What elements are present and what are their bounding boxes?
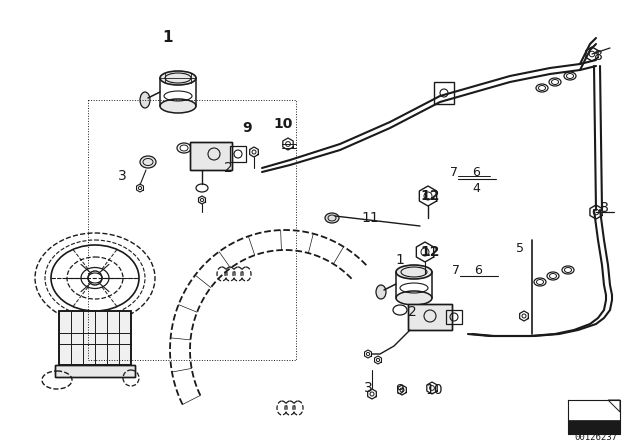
Bar (190, 142, 232, 170)
Text: 1: 1 (396, 253, 404, 267)
Bar (568, 420, 620, 434)
Ellipse shape (160, 99, 196, 113)
Ellipse shape (160, 71, 196, 85)
Bar (230, 146, 246, 162)
Text: 8: 8 (600, 201, 609, 215)
Ellipse shape (376, 285, 386, 299)
Text: 1: 1 (163, 30, 173, 46)
Ellipse shape (140, 92, 150, 108)
Text: 6: 6 (474, 263, 482, 276)
Bar (190, 142, 232, 170)
Text: 2: 2 (223, 161, 232, 175)
Text: 6: 6 (472, 165, 480, 178)
Text: 10: 10 (425, 383, 443, 397)
Text: 3: 3 (364, 381, 372, 395)
Text: 2: 2 (408, 305, 417, 319)
Bar (55, 365, 135, 377)
Ellipse shape (396, 291, 432, 305)
Text: 9: 9 (242, 121, 252, 135)
Bar (59, 311, 131, 365)
Text: 5: 5 (516, 241, 524, 254)
Bar (446, 310, 462, 324)
Text: 8: 8 (593, 49, 602, 63)
Ellipse shape (396, 265, 432, 279)
Text: 3: 3 (118, 169, 126, 183)
Polygon shape (608, 400, 620, 412)
Text: 12: 12 (420, 245, 440, 259)
Bar (408, 304, 452, 330)
Text: 7: 7 (452, 263, 460, 276)
Ellipse shape (140, 156, 156, 168)
Text: 7: 7 (450, 165, 458, 178)
Text: 12: 12 (420, 189, 440, 203)
Ellipse shape (325, 213, 339, 223)
Text: 10: 10 (273, 117, 292, 131)
Text: 9: 9 (396, 383, 404, 397)
Bar (55, 365, 135, 377)
Bar (408, 304, 452, 330)
Bar (59, 311, 131, 365)
Bar (434, 82, 454, 104)
Text: 11: 11 (361, 211, 379, 225)
Text: 00126237: 00126237 (575, 434, 618, 443)
Text: 4: 4 (472, 181, 480, 194)
